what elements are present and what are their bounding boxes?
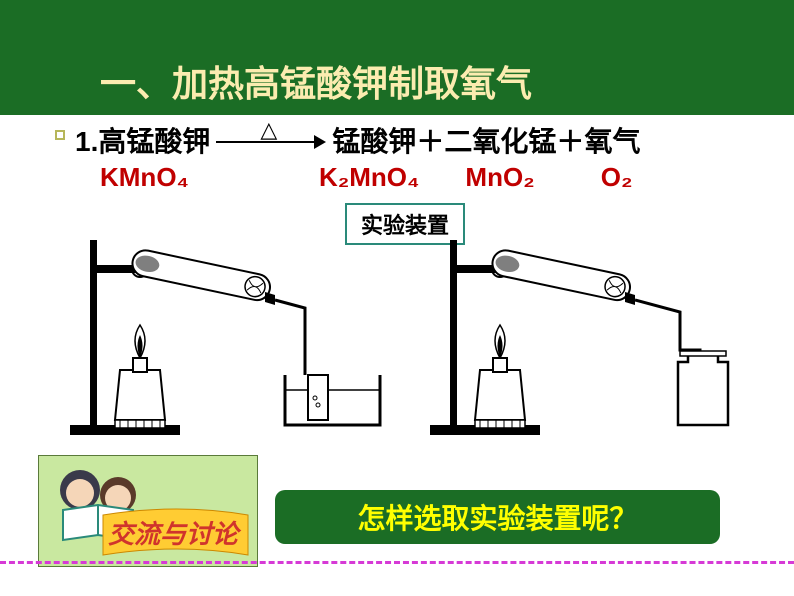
- header-title: 一、加热高锰酸钾制取氧气: [100, 55, 794, 107]
- cartoon-svg: 交流与讨论: [38, 455, 258, 567]
- bullet-icon: [55, 130, 65, 140]
- equation-prefix: 1.: [75, 126, 98, 158]
- equation-plus1: ＋: [416, 120, 444, 160]
- question-text: 怎样选取实验装置呢？: [357, 497, 637, 537]
- arrow-icon: △: [216, 121, 326, 151]
- apparatus-left: [60, 230, 390, 450]
- apparatus-left-svg: [60, 230, 390, 440]
- formula-mno2: MnO₂: [465, 162, 534, 193]
- cartoon-text: 交流与讨论: [108, 519, 242, 549]
- apparatus-right: [420, 230, 750, 450]
- apparatus-container: [60, 230, 740, 450]
- equation-reactant: 高锰酸钾: [98, 120, 210, 160]
- apparatus-right-svg: [420, 230, 750, 440]
- arrow-head: [314, 135, 326, 149]
- equation-product3: 氧气: [584, 120, 640, 160]
- dashed-line: [0, 561, 794, 564]
- header-bar: 一、加热高锰酸钾制取氧气: [0, 0, 794, 115]
- arrow-line: [216, 141, 318, 143]
- formula-o2: O₂: [601, 162, 633, 193]
- formula-row: KMnO₄ K₂MnO₄ MnO₂ O₂: [100, 162, 633, 193]
- question-box: 怎样选取实验装置呢？: [275, 490, 720, 544]
- formula-k2mno4: K₂MnO₄: [319, 162, 419, 193]
- equation-product1: 锰酸钾: [332, 120, 416, 160]
- formula-kmno4: KMnO₄: [100, 162, 189, 193]
- equation-row: 1. 高锰酸钾 △ 锰酸钾 ＋ 二氧化锰 ＋ 氧气: [75, 120, 640, 160]
- equation-product2: 二氧化锰: [444, 120, 556, 160]
- cartoon-discussion: 交流与讨论: [38, 455, 258, 567]
- heat-triangle: △: [260, 117, 277, 143]
- equation-plus2: ＋: [556, 120, 584, 160]
